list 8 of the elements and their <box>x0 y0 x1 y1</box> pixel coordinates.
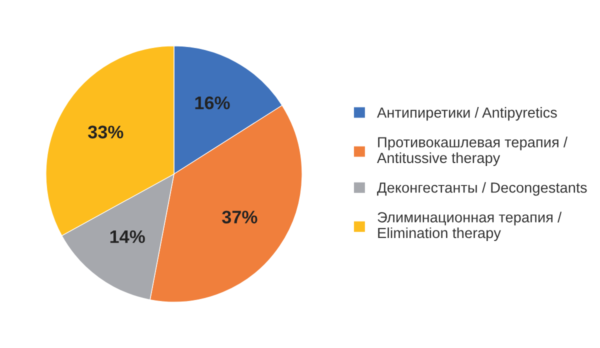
legend-label: Противокашлевая терапия / Antitussive therapy <box>376 136 568 166</box>
data-label: 16% <box>195 96 230 110</box>
legend-label: Антипиретики / Antipyretics <box>376 107 557 121</box>
legend-label: Деконгестанты / Decongestants <box>377 182 587 196</box>
data-label: 37% <box>222 210 258 224</box>
data-label: 14% <box>110 230 145 244</box>
legend-label: Элиминационная терапия / Elimination therapy <box>378 212 562 242</box>
data-label: 33% <box>88 126 124 138</box>
